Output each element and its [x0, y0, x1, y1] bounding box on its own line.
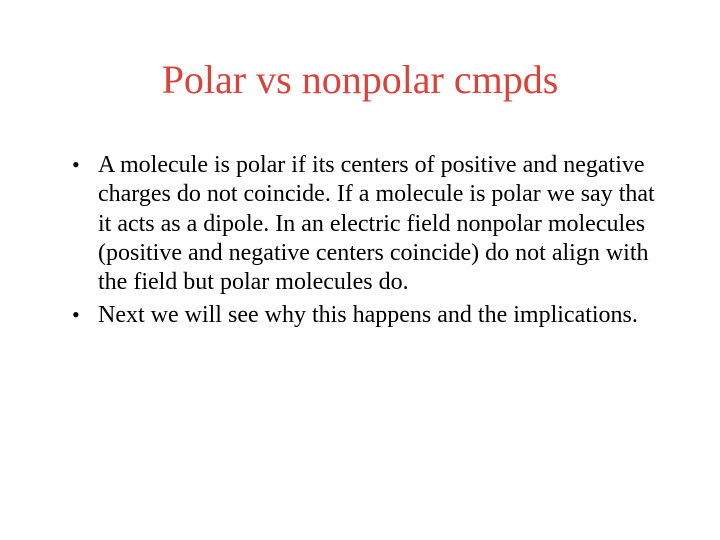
slide: Polar vs nonpolar cmpds A molecule is po…: [0, 0, 720, 540]
list-item: Next we will see why this happens and th…: [60, 301, 660, 330]
bullet-list: A molecule is polar if its centers of po…: [60, 151, 660, 331]
list-item: A molecule is polar if its centers of po…: [60, 151, 660, 297]
slide-title: Polar vs nonpolar cmpds: [60, 56, 660, 103]
